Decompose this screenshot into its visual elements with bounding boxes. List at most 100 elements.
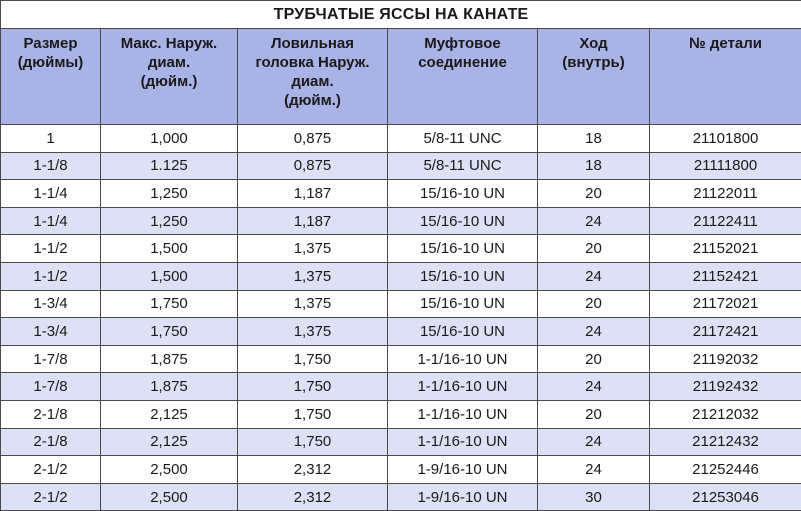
cell-fishing-neck-od: 1,187 — [238, 207, 388, 235]
cell-thread-connection: 1-9/16-10 UN — [388, 456, 538, 484]
column-header-line: (дюймы) — [18, 54, 83, 71]
cell-stroke: 24 — [538, 373, 650, 401]
cell-max-od: 2,125 — [101, 400, 238, 428]
cell-fishing-neck-od: 1,750 — [238, 428, 388, 456]
cell-stroke: 18 — [538, 125, 650, 153]
cell-part-number: 21122011 — [650, 180, 801, 208]
cell-size: 2-1/8 — [1, 428, 101, 456]
column-header-line: (дюйм.) — [141, 73, 198, 90]
cell-size: 2-1/2 — [1, 456, 101, 484]
column-header-line: (внутрь) — [562, 54, 625, 71]
cell-max-od: 2,500 — [101, 483, 238, 511]
cell-thread-connection: 15/16-10 UN — [388, 262, 538, 290]
cell-size: 1 — [1, 125, 101, 153]
cell-max-od: 1,750 — [101, 318, 238, 346]
cell-stroke: 24 — [538, 262, 650, 290]
cell-thread-connection: 15/16-10 UN — [388, 235, 538, 263]
cell-part-number: 21192032 — [650, 345, 801, 373]
column-header-thread-connection: Муфтовое соединение — [388, 29, 538, 125]
cell-thread-connection: 5/8-11 UNC — [388, 152, 538, 180]
cell-part-number: 21111800 — [650, 152, 801, 180]
cell-part-number: 21152421 — [650, 262, 801, 290]
cell-size: 1-3/4 — [1, 318, 101, 346]
cell-max-od: 1,500 — [101, 235, 238, 263]
column-header-line: соединение — [418, 54, 507, 71]
table-title: ТРУБЧАТЫЕ ЯССЫ НА КАНАТЕ — [1, 1, 801, 29]
cell-part-number: 21152021 — [650, 235, 801, 263]
column-header-line: диам. — [148, 54, 190, 71]
cell-size: 1-1/4 — [1, 207, 101, 235]
cell-max-od: 1,875 — [101, 345, 238, 373]
header-row: Размер(дюймы)Макс. Наруж.диам.(дюйм.)Лов… — [1, 29, 801, 125]
cell-fishing-neck-od: 1,375 — [238, 318, 388, 346]
cell-fishing-neck-od: 1,375 — [238, 262, 388, 290]
column-header-line: диам. — [291, 73, 333, 90]
cell-fishing-neck-od: 1,375 — [238, 290, 388, 318]
cell-fishing-neck-od: 2,312 — [238, 456, 388, 484]
cell-size: 2-1/8 — [1, 400, 101, 428]
cell-size: 1-7/8 — [1, 345, 101, 373]
cell-thread-connection: 1-1/16-10 UN — [388, 345, 538, 373]
cell-thread-connection: 15/16-10 UN — [388, 207, 538, 235]
column-header-line: Ход — [579, 35, 607, 52]
cell-size: 1-1/2 — [1, 262, 101, 290]
column-header-size: Размер(дюймы) — [1, 29, 101, 125]
cell-part-number: 21172421 — [650, 318, 801, 346]
cell-stroke: 20 — [538, 235, 650, 263]
cell-max-od: 1,250 — [101, 207, 238, 235]
cell-part-number: 21172021 — [650, 290, 801, 318]
cell-part-number: 21252446 — [650, 456, 801, 484]
column-header-line: Муфтовое — [424, 35, 500, 52]
cell-size: 1-7/8 — [1, 373, 101, 401]
column-header-line: Ловильная — [271, 35, 354, 52]
cell-fishing-neck-od: 1,750 — [238, 373, 388, 401]
column-header-line: (дюйм.) — [284, 92, 341, 109]
cell-max-od: 1,875 — [101, 373, 238, 401]
cell-fishing-neck-od: 1,375 — [238, 235, 388, 263]
cell-part-number: 21101800 — [650, 125, 801, 153]
cell-size: 1-1/2 — [1, 235, 101, 263]
cell-fishing-neck-od: 1,187 — [238, 180, 388, 208]
cell-thread-connection: 15/16-10 UN — [388, 318, 538, 346]
cell-thread-connection: 5/8-11 UNC — [388, 125, 538, 153]
cell-stroke: 20 — [538, 345, 650, 373]
cell-stroke: 24 — [538, 456, 650, 484]
cell-max-od: 2,125 — [101, 428, 238, 456]
cell-fishing-neck-od: 0,875 — [238, 125, 388, 153]
cell-max-od: 1,500 — [101, 262, 238, 290]
column-header-line: головка Наруж. — [255, 54, 369, 71]
cell-stroke: 20 — [538, 180, 650, 208]
cell-size: 2-1/2 — [1, 483, 101, 511]
cell-part-number: 21122411 — [650, 207, 801, 235]
cell-size: 1-3/4 — [1, 290, 101, 318]
cell-stroke: 24 — [538, 428, 650, 456]
cell-thread-connection: 15/16-10 UN — [388, 180, 538, 208]
cell-stroke: 24 — [538, 207, 650, 235]
cell-fishing-neck-od: 1,750 — [238, 400, 388, 428]
cell-stroke: 24 — [538, 318, 650, 346]
column-header-max-od: Макс. Наруж.диам.(дюйм.) — [101, 29, 238, 125]
column-header-fishing-neck-od: Ловильная головка Наруж. диам. (дюйм.) — [238, 29, 388, 125]
cell-thread-connection: 15/16-10 UN — [388, 290, 538, 318]
cell-max-od: 1,000 — [101, 125, 238, 153]
cell-fishing-neck-od: 0,875 — [238, 152, 388, 180]
cell-thread-connection: 1-1/16-10 UN — [388, 400, 538, 428]
column-header-part-number: № детали — [650, 29, 801, 125]
cell-size: 1-1/4 — [1, 180, 101, 208]
cell-part-number: 21253046 — [650, 483, 801, 511]
cell-max-od: 1,250 — [101, 180, 238, 208]
cell-fishing-neck-od: 1,750 — [238, 345, 388, 373]
cell-max-od: 2,500 — [101, 456, 238, 484]
